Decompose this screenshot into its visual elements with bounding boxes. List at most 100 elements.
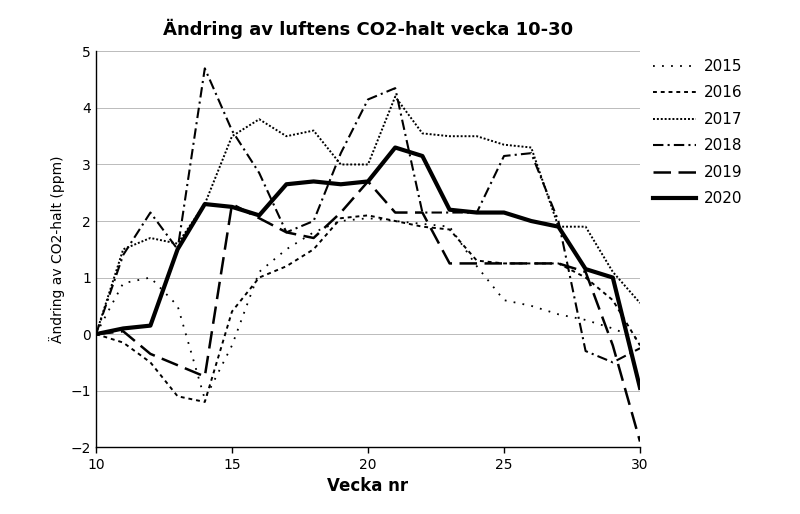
2016	[254, 274, 264, 281]
2016	[118, 339, 128, 345]
2018	[554, 218, 563, 224]
2017	[254, 116, 264, 122]
2017	[526, 144, 536, 151]
2018	[635, 345, 645, 352]
2020	[635, 384, 645, 391]
2019	[499, 260, 509, 266]
2017	[118, 246, 128, 252]
2017	[472, 133, 482, 139]
2016	[581, 274, 590, 281]
2020	[581, 266, 590, 272]
2020	[472, 210, 482, 216]
2015	[200, 396, 210, 402]
2015	[363, 215, 373, 221]
2015	[309, 229, 318, 235]
2020	[608, 274, 618, 281]
2019	[200, 373, 210, 379]
2017	[363, 161, 373, 168]
2020	[118, 325, 128, 332]
2020	[418, 153, 427, 159]
2016	[472, 258, 482, 264]
2017	[282, 133, 291, 139]
2017	[309, 127, 318, 134]
2015	[418, 221, 427, 227]
2017	[390, 94, 400, 100]
2018	[309, 218, 318, 224]
2017	[635, 300, 645, 306]
2018	[390, 85, 400, 91]
2018	[499, 153, 509, 159]
2016	[526, 260, 536, 266]
2017	[336, 161, 346, 168]
2020	[445, 207, 454, 213]
2020	[282, 181, 291, 188]
2020	[91, 331, 101, 337]
2017	[227, 133, 237, 139]
2020	[200, 201, 210, 207]
Line: 2020: 2020	[96, 148, 640, 388]
2015	[336, 218, 346, 224]
2019	[227, 201, 237, 207]
2018	[91, 331, 101, 337]
2016	[282, 263, 291, 269]
2017	[200, 201, 210, 207]
2020	[254, 212, 264, 218]
Line: 2015: 2015	[96, 218, 640, 399]
2016	[146, 359, 155, 365]
2016	[200, 399, 210, 405]
2017	[91, 331, 101, 337]
2015	[635, 337, 645, 343]
2015	[227, 342, 237, 348]
2019	[445, 260, 454, 266]
2020	[363, 178, 373, 185]
2020	[173, 246, 182, 252]
2016	[227, 308, 237, 315]
2019	[390, 210, 400, 216]
Title: Ändring av luftens CO2-halt vecka 10-30: Ändring av luftens CO2-halt vecka 10-30	[163, 19, 573, 39]
2020	[146, 323, 155, 329]
2019	[526, 260, 536, 266]
2019	[254, 215, 264, 221]
2017	[418, 131, 427, 137]
2015	[526, 303, 536, 309]
2015	[581, 317, 590, 323]
2015	[173, 303, 182, 309]
2016	[554, 260, 563, 266]
2020	[309, 178, 318, 185]
2016	[173, 393, 182, 399]
2017	[554, 224, 563, 230]
2017	[581, 224, 590, 230]
2017	[146, 235, 155, 241]
2018	[118, 252, 128, 258]
2019	[418, 210, 427, 216]
2017	[499, 142, 509, 148]
2019	[608, 342, 618, 348]
2019	[118, 328, 128, 334]
2019	[282, 229, 291, 235]
2018	[472, 210, 482, 216]
2018	[227, 127, 237, 134]
2019	[635, 438, 645, 445]
2019	[336, 210, 346, 216]
2015	[472, 263, 482, 269]
X-axis label: Vecka nr: Vecka nr	[327, 477, 409, 495]
2020	[499, 210, 509, 216]
2020	[336, 181, 346, 188]
2016	[91, 331, 101, 337]
2020	[554, 224, 563, 230]
2015	[390, 218, 400, 224]
2016	[608, 297, 618, 303]
2016	[390, 218, 400, 224]
2019	[309, 235, 318, 241]
2018	[336, 150, 346, 156]
2017	[173, 241, 182, 247]
Line: 2017: 2017	[96, 97, 640, 334]
2018	[282, 229, 291, 235]
2017	[608, 269, 618, 275]
2015	[499, 297, 509, 303]
2019	[146, 351, 155, 357]
2015	[608, 325, 618, 332]
2018	[445, 210, 454, 216]
2018	[363, 96, 373, 102]
Line: 2016: 2016	[96, 215, 640, 402]
